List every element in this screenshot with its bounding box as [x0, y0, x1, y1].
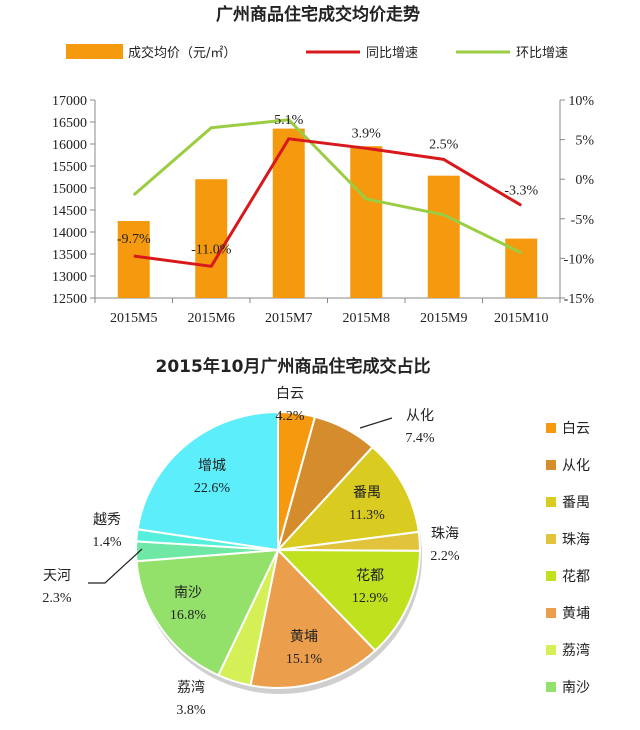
- pie-slice: [249, 547, 377, 689]
- pie-legend-swatch: [546, 608, 556, 618]
- mom-line: [132, 118, 522, 255]
- yoy-line: [133, 137, 523, 268]
- left-tick-label: 13500: [52, 248, 87, 263]
- pie-label-value: 22.6%: [194, 481, 231, 496]
- price-bar: [272, 128, 305, 298]
- left-y-axis: 17000 16500 16000 15500 15000 14500 14000 13500…: [52, 94, 95, 307]
- x-tick-label: 2015M8: [343, 311, 390, 326]
- pie-legend-label: 南沙: [562, 680, 590, 696]
- pie-label-value: 12.9%: [352, 591, 389, 606]
- pie-label-name: 增城: [198, 458, 226, 474]
- right-tick-label: -15%: [564, 292, 595, 307]
- right-tick-label: 0%: [575, 173, 594, 188]
- pie-slice: [275, 548, 422, 652]
- pie-slice: [135, 548, 280, 677]
- x-tick-label: 2015M6: [188, 311, 235, 326]
- pie-legend-label: 花都: [562, 569, 590, 585]
- left-tick-label: 15000: [52, 182, 87, 197]
- pie-slice: [136, 410, 279, 552]
- right-tick-label: -5%: [571, 213, 595, 228]
- left-tick-label: 13000: [52, 270, 87, 285]
- line-bar-chart-title: 广州商品住宅成交均价走势: [216, 4, 420, 25]
- pie-label-name: 越秀: [93, 512, 121, 528]
- x-tick-label: 2015M7: [265, 311, 312, 326]
- pie-label-name: 珠海: [431, 526, 459, 542]
- pie-legend-swatch: [546, 682, 556, 692]
- price-bar: [350, 146, 383, 298]
- yoy-data-label: 3.9%: [352, 126, 382, 141]
- pie-legend-label: 珠海: [562, 532, 590, 548]
- pie-label-value: 4.2%: [275, 409, 305, 424]
- pie-legend-label: 从化: [562, 458, 590, 474]
- pie-legend-label: 荔湾: [562, 642, 590, 659]
- pie-label-name: 白云: [276, 386, 304, 402]
- x-axis: 2015M5 2015M6 2015M7 2015M8 2015M9 2015M10: [110, 311, 548, 326]
- bar-chart-grid: [94, 100, 561, 303]
- pie-label-name: 番禺: [353, 485, 381, 501]
- right-tick-label: 5%: [575, 134, 594, 149]
- right-tick-label: -10%: [564, 252, 595, 267]
- left-tick-label: 14500: [52, 204, 87, 219]
- bar-line-legend: 成交均价（元/㎡） 同比增速 环比增速: [66, 44, 568, 61]
- pie-label-name: 花都: [356, 568, 384, 584]
- pie-label-name: 从化: [406, 408, 434, 424]
- pie-legend-swatch: [546, 571, 556, 581]
- pie-label-name: 荔湾: [177, 679, 205, 696]
- pie-legend-swatch: [546, 423, 556, 433]
- legend-label-mom: 环比增速: [516, 46, 568, 61]
- pie-legend-label: 白云: [562, 421, 590, 437]
- left-tick-label: 14000: [52, 226, 87, 241]
- yoy-data-label: -3.3%: [504, 183, 538, 198]
- pie-leader-line: [88, 548, 143, 584]
- pie-label-value: 2.3%: [42, 591, 72, 606]
- yoy-data-label: 5.1%: [274, 113, 304, 128]
- price-bar: [117, 221, 150, 298]
- pie-label-name: 天河: [43, 568, 71, 584]
- pie-chart-title: 2015年10月广州商品住宅成交占比: [156, 356, 431, 377]
- pie-legend-swatch: [546, 645, 556, 655]
- growth-lines: [132, 118, 523, 268]
- left-tick-label: 16000: [52, 138, 87, 153]
- pie-labels: 白云 4.2% 从化 7.4% 番禺 11.3% 珠海 2.2% 花都 12.9% 黄埔 15.1% 荔…: [42, 386, 460, 718]
- pie-leader-line: [359, 417, 393, 429]
- legend-label-price: 成交均价（元/㎡）: [128, 45, 236, 61]
- right-y-axis: 10% 5% 0% -5% -10% -15%: [560, 94, 594, 307]
- left-tick-label: 15500: [52, 160, 87, 175]
- left-tick-label: 16500: [52, 116, 87, 131]
- x-tick-label: 2015M5: [110, 311, 157, 326]
- pie-label-value: 11.3%: [349, 508, 385, 523]
- legend-swatch-price: [66, 44, 123, 59]
- pie-label-value: 7.4%: [405, 431, 435, 446]
- pie-legend-swatch: [546, 460, 556, 470]
- pie-label-value: 1.4%: [92, 535, 122, 550]
- pie-legend-label: 番禺: [562, 495, 590, 511]
- price-bar: [195, 179, 228, 298]
- share-pie: [135, 410, 422, 694]
- pie-label-value: 15.1%: [286, 652, 323, 667]
- pie-legend-swatch: [546, 497, 556, 507]
- pie-legend-swatch: [546, 534, 556, 544]
- yoy-data-labels: -9.7% -11.0% 5.1% 3.9% 2.5% -3.3%: [117, 113, 539, 258]
- yoy-data-label: 2.5%: [429, 137, 459, 152]
- pie-label-name: 黄埔: [290, 628, 318, 645]
- pie-slice: [275, 445, 420, 552]
- pie-label-value: 3.8%: [176, 703, 206, 718]
- pie-legend-label: 黄埔: [562, 605, 590, 622]
- x-tick-label: 2015M9: [420, 311, 467, 326]
- yoy-data-label: -11.0%: [191, 242, 232, 257]
- legend-label-yoy: 同比增速: [366, 46, 418, 61]
- right-tick-label: 10%: [568, 94, 594, 109]
- pie-label-name: 南沙: [174, 585, 202, 601]
- x-tick-label: 2015M10: [494, 311, 548, 326]
- pie-label-value: 16.8%: [170, 608, 207, 623]
- price-bars: [117, 128, 538, 298]
- yoy-data-label: -9.7%: [117, 232, 151, 247]
- left-tick-label: 17000: [52, 94, 87, 109]
- left-tick-label: 12500: [52, 292, 87, 307]
- pie-label-value: 2.2%: [430, 549, 460, 564]
- price-bar: [427, 175, 460, 298]
